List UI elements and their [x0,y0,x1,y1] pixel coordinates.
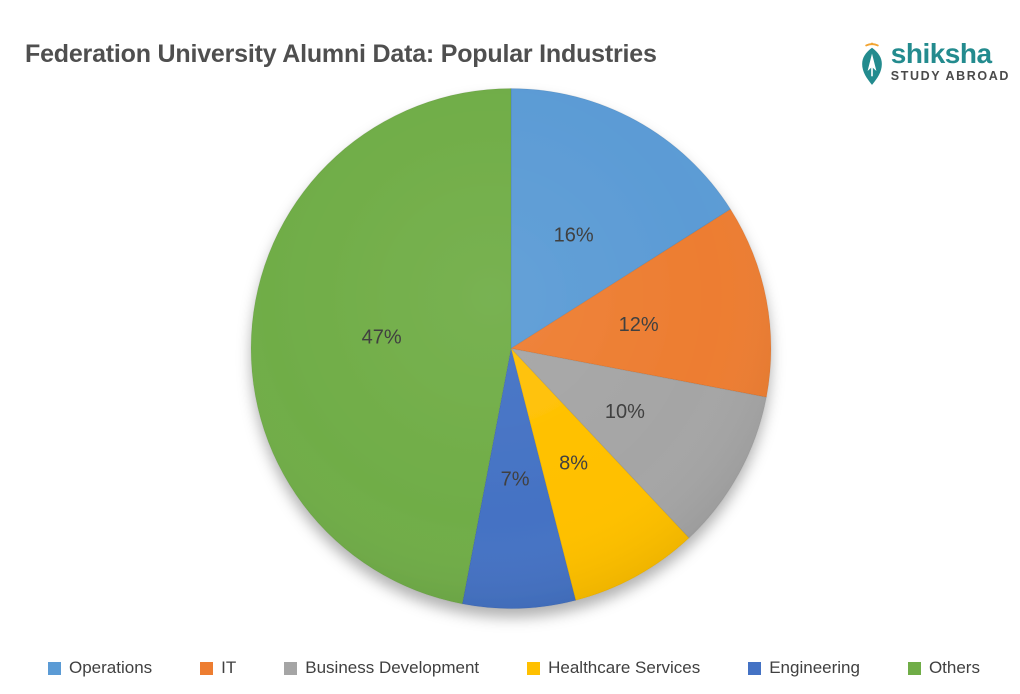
pie-slice-label-engineering: 7% [501,468,530,490]
pie-sheen-overlay [251,88,771,609]
legend-marker-operations [48,661,61,675]
pen-nib-channel [870,67,873,77]
legend-label-healthcare-services: Healthcare Services [548,658,701,677]
legend-marker-others [907,661,921,675]
legend-label-operations: Operations [69,658,153,677]
legend-item-engineering: Engineering [748,658,860,678]
pie-slice-label-business-development: 10% [605,401,645,423]
pen-nib-slit [867,53,877,71]
legend-label-it: IT [221,658,237,677]
legend-label-others: Others [928,658,980,677]
legend-item-others: Others [907,658,980,678]
logo-tagline-text: STUDY ABROAD [890,69,1010,83]
legend-marker-healthcare-services [527,661,541,675]
legend-label-business-development: Business Development [305,658,480,677]
pie-slice-label-healthcare-services: 8% [559,452,588,474]
legend-item-operations: Operations [48,658,152,678]
legend-item-it: IT [200,658,236,678]
pen-spark-dot [870,42,874,46]
pen-nib-icon [861,42,882,85]
pie-slice-label-it: 12% [619,314,659,336]
legend-marker-it [200,661,214,675]
logo-text: shiksha STUDY ABROAD [891,40,1010,83]
pie-slice-label-operations: 16% [554,225,594,247]
logo-brand-text: shiksha [890,38,992,69]
shiksha-logo: shiksha STUDY ABROAD [858,40,1010,86]
pie-slice-label-others: 47% [362,326,402,348]
legend-marker-business-development [284,661,298,675]
legend-item-business-development: Business Development [284,658,479,678]
chart-title: Federation University Alumni Data: Popul… [25,40,657,68]
legend-marker-engineering [748,661,762,675]
legend-label-engineering: Engineering [769,658,860,677]
legend-item-healthcare-services: Healthcare Services [527,658,700,678]
chart-legend: Operations IT Business Development Healthca… [48,658,980,678]
